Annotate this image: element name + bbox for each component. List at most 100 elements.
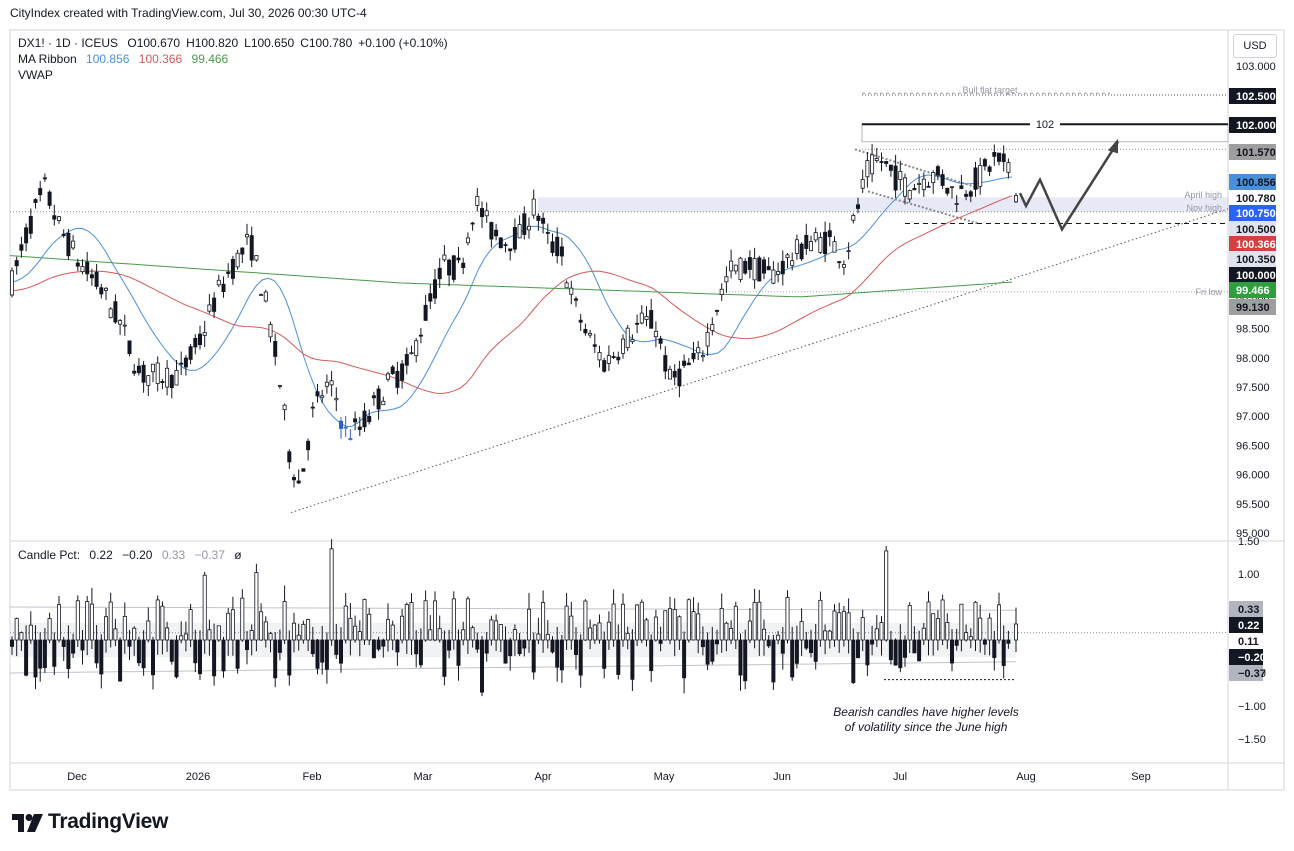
candle-pct-bar [531, 639, 536, 673]
indicator-badge [1229, 601, 1263, 617]
candle-pct-bar [686, 599, 691, 641]
price-badge-label: 100.000 [1236, 270, 1276, 282]
candle-body [437, 267, 442, 280]
candle-body [400, 363, 405, 381]
candle-body [230, 258, 235, 279]
candle-body [762, 259, 767, 274]
candle-pct-bar [780, 639, 785, 654]
candle-pct-bar [498, 624, 503, 641]
candle-body [367, 415, 372, 423]
candle-pct-bar [841, 610, 846, 641]
candle-pct-bar [66, 639, 71, 670]
candle-body [644, 316, 649, 320]
candle-body [837, 261, 842, 264]
indicator-badge-label: 0.22 [1238, 620, 1259, 632]
candle-body [19, 244, 24, 251]
candle-body [752, 258, 757, 281]
candle-body [75, 262, 80, 267]
candle-body [625, 327, 630, 349]
indicator-badge [1229, 665, 1263, 681]
candle-body [578, 319, 583, 323]
candle-pct-bar [644, 619, 649, 641]
candle-pct-bar [19, 632, 24, 641]
candle-pct-bar [451, 598, 456, 641]
candle-pct-bar [343, 605, 348, 641]
candle-body [809, 241, 814, 252]
candle-pct-bar [301, 624, 306, 641]
price-badge-label: 100.856 [1236, 177, 1276, 189]
candle-body [461, 262, 466, 269]
candle-body [306, 440, 311, 451]
candle-body [696, 347, 701, 354]
candle-body [385, 373, 390, 380]
candle-body [550, 241, 555, 253]
price-badge [1229, 251, 1276, 267]
candle-body [442, 254, 447, 261]
candle-body [851, 215, 856, 221]
candle-pct-bar [940, 599, 945, 641]
candle-body [390, 366, 395, 374]
price-tick-label: 98.000 [1236, 353, 1270, 365]
time-axis [9, 762, 1285, 791]
candle-pct-bar [75, 600, 80, 641]
candle-pct-bar [870, 639, 875, 645]
candle-body [903, 177, 908, 197]
candle-body [132, 370, 137, 374]
level-label: Nov high [1186, 203, 1222, 213]
candle-pct-bar [837, 612, 842, 641]
candle-body [315, 391, 320, 397]
candle-pct-bar [569, 615, 574, 641]
candle-pct-legend[interactable]: Candle Pct: 0.22 −0.20 0.33 −0.37 ø [18, 548, 248, 563]
candle-body [479, 208, 484, 218]
candle-body [423, 304, 428, 321]
ma-fast-value: 100.856 [86, 52, 130, 66]
currency-selector[interactable]: USD [1233, 34, 1277, 58]
candle-pct-bar [823, 630, 828, 641]
candle-pct-bar [160, 605, 165, 641]
candle-body [240, 247, 245, 255]
candle-body [263, 291, 268, 302]
candle-body [804, 234, 809, 249]
candle-body [376, 388, 381, 410]
candle-pct-bar [404, 604, 409, 641]
candle-pct-bar [616, 639, 621, 675]
candle-body [94, 271, 99, 287]
candle-body [61, 233, 66, 236]
candle-body [362, 410, 367, 428]
candle-body [193, 337, 198, 348]
price-badge-label: 100.780 [1236, 193, 1276, 205]
candle-pct-bar [874, 628, 879, 641]
symbol-line: DX1! · 1D · ICEUS [18, 36, 119, 50]
vwap-legend[interactable]: VWAP [18, 68, 59, 83]
candle-pct-bar [794, 639, 799, 664]
candle-body [99, 287, 104, 295]
candle-pct-bar [132, 627, 137, 641]
candle-pct-bar [118, 639, 123, 682]
candle-pct-bar [108, 601, 113, 641]
candle-body [879, 161, 884, 163]
candle-pct-bar [414, 639, 419, 655]
candle-pct-bar [291, 622, 296, 641]
ma-ribbon-legend[interactable]: MA Ribbon 100.856 100.366 99.466 [18, 52, 234, 67]
candle-body [475, 196, 480, 206]
candle-pct-bar [522, 639, 527, 649]
level-label: 102 [1036, 119, 1054, 131]
candle-body [527, 225, 532, 231]
candle-body [531, 198, 536, 216]
indicator-tick-label: 1.00 [1238, 569, 1259, 581]
candle-pct-bar [827, 630, 832, 641]
candle-body [343, 426, 348, 429]
candle-pct-bar [320, 639, 325, 663]
price-badge [1229, 282, 1276, 298]
indicator-badge [1229, 633, 1263, 649]
candle-body [14, 260, 19, 267]
candle-body [827, 230, 832, 237]
vwap-label: VWAP [18, 68, 53, 82]
candle-pct-bar [146, 620, 151, 641]
candle-pct-bar [367, 613, 372, 641]
candle-body [621, 338, 626, 354]
ma-ribbon-label: MA Ribbon [18, 52, 77, 66]
time-tick-label: 2026 [186, 771, 210, 783]
time-tick-label: Sep [1131, 771, 1151, 783]
